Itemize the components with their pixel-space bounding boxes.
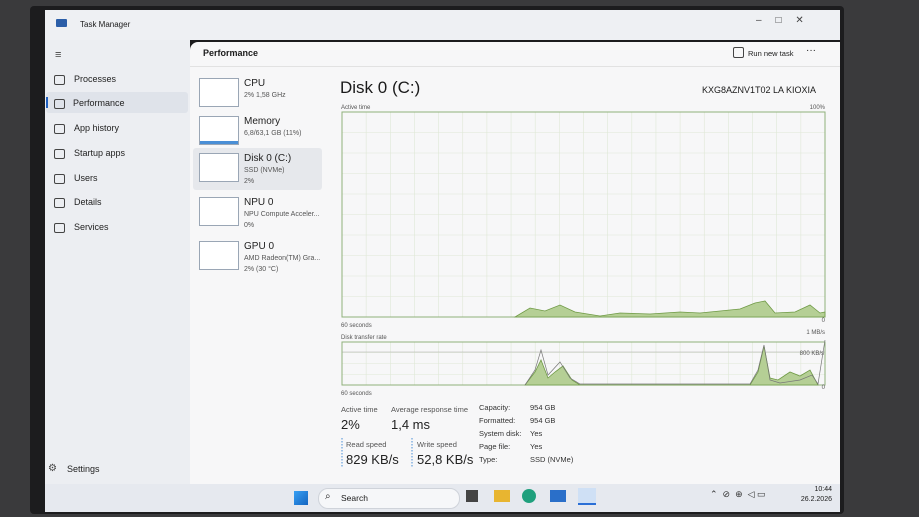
stat-label: Read speed xyxy=(346,440,387,449)
clock-time: 10:44 xyxy=(814,486,832,493)
title-bar xyxy=(45,10,840,40)
device-thumbnail[interactable] xyxy=(199,116,239,145)
device-info: SSD (NVMe) xyxy=(244,167,285,174)
clock-date: 26.2.2026 xyxy=(800,496,832,503)
outlook-icon[interactable] xyxy=(550,490,566,502)
nav-icon xyxy=(54,149,65,159)
device-name[interactable]: Memory xyxy=(244,116,281,127)
stat-value: 2% xyxy=(341,417,360,432)
tray-icons[interactable]: ⌃ ⊘ ⊕ ◁ ▭ xyxy=(710,489,766,499)
stat-value: 829 KB/s xyxy=(346,452,399,467)
search-text: Search xyxy=(341,493,368,503)
detail-title: Disk 0 (C:) xyxy=(340,78,421,97)
nav-item[interactable]: Processes xyxy=(74,74,117,84)
nav-item[interactable]: Details xyxy=(74,197,102,207)
selection-indicator xyxy=(46,97,48,108)
nav-icon xyxy=(54,75,65,85)
property-label: Page file: xyxy=(479,442,511,451)
device-info: 2% (30 °C) xyxy=(244,266,279,273)
settings[interactable]: Settings xyxy=(67,464,100,474)
nav-item[interactable]: App history xyxy=(74,123,120,133)
graph1-label: Active time xyxy=(341,105,371,111)
graph1-time: 60 seconds xyxy=(341,323,372,329)
nav-item[interactable]: Performance xyxy=(73,98,125,108)
window-controls[interactable]: – □ ✕ xyxy=(756,15,804,26)
device-thumbnail[interactable] xyxy=(199,153,239,182)
active-time-grid xyxy=(342,112,825,317)
active-time-graph xyxy=(513,300,826,318)
graph2-time: 60 seconds xyxy=(341,391,372,397)
property-value: Yes xyxy=(530,429,543,438)
device-info: 2% 1,58 GHz xyxy=(244,92,286,99)
write-graph xyxy=(524,339,826,386)
graph2-label: Disk transfer rate xyxy=(341,335,387,341)
edge-icon[interactable] xyxy=(522,489,536,503)
search-box[interactable] xyxy=(318,488,460,509)
more-button[interactable]: ··· xyxy=(806,45,816,56)
run-new-task[interactable]: Run new task xyxy=(748,49,794,58)
start-button[interactable] xyxy=(294,491,308,505)
property-value: Yes xyxy=(530,442,543,451)
settings-icon: ⚙ xyxy=(48,463,57,474)
device-info: 6,8/63,1 GB (11%) xyxy=(244,130,302,137)
nav-icon xyxy=(54,99,65,109)
page-header: Performance xyxy=(203,48,259,58)
window-title: Task Manager xyxy=(80,20,131,29)
search-icon: ⌕ xyxy=(325,491,331,502)
read-graph xyxy=(524,345,819,386)
device-name[interactable]: CPU xyxy=(244,78,266,89)
graph2-marker: 800 KB/s xyxy=(800,351,824,357)
nav-icon xyxy=(54,124,65,134)
stat-value: 52,8 KB/s xyxy=(417,452,474,467)
graph1-min: 0 xyxy=(822,318,826,324)
nav-icon xyxy=(54,174,65,184)
taskview-icon[interactable] xyxy=(466,490,478,502)
nav-icon xyxy=(54,223,65,233)
stat-value: 1,4 ms xyxy=(391,417,431,432)
device-info: 2% xyxy=(244,178,255,185)
nav-icon xyxy=(54,198,65,208)
property-value: 954 GB xyxy=(530,403,556,412)
run-task-icon xyxy=(733,47,744,58)
app-icon xyxy=(56,19,67,27)
device-info: AMD Radeon(TM) Gra... xyxy=(244,255,321,262)
property-value: 954 GB xyxy=(530,416,556,425)
device-info: 0% xyxy=(244,222,255,229)
header-divider xyxy=(190,66,840,67)
property-label: Capacity: xyxy=(479,403,511,412)
property-value: SSD (NVMe) xyxy=(530,455,574,464)
graph2-max: 1 MB/s xyxy=(806,330,825,336)
taskmgr-icon[interactable] xyxy=(578,488,596,505)
stat-label: Average response time xyxy=(391,405,468,414)
device-thumbnail[interactable] xyxy=(199,197,239,226)
content-panel xyxy=(190,42,840,484)
property-label: Type: xyxy=(479,455,498,464)
nav-item[interactable]: Users xyxy=(74,173,98,183)
device-thumbnail[interactable] xyxy=(199,241,239,270)
device-name[interactable]: GPU 0 xyxy=(244,241,275,252)
graph1-max: 100% xyxy=(810,105,826,111)
device-name[interactable]: NPU 0 xyxy=(244,197,274,208)
nav-item[interactable]: Startup apps xyxy=(74,148,126,158)
device-model: KXG8AZNV1T02 LA KIOXIA xyxy=(701,85,816,95)
sidebar xyxy=(45,40,190,484)
selected-item-bg xyxy=(46,92,188,113)
stat-label: Active time xyxy=(341,405,378,414)
stat-label: Write speed xyxy=(417,440,457,449)
menu-button[interactable]: ≡ xyxy=(55,49,62,61)
property-label: Formatted: xyxy=(479,416,516,425)
property-label: System disk: xyxy=(479,429,522,438)
device-name[interactable]: Disk 0 (C:) xyxy=(244,153,292,164)
device-thumbnail[interactable] xyxy=(199,78,239,107)
transfer-grid xyxy=(342,342,825,385)
device-info: NPU Compute Acceler... xyxy=(244,211,320,218)
explorer-icon[interactable] xyxy=(494,490,510,502)
graph2-min: 0 xyxy=(822,385,826,391)
nav-item[interactable]: Services xyxy=(74,222,109,232)
